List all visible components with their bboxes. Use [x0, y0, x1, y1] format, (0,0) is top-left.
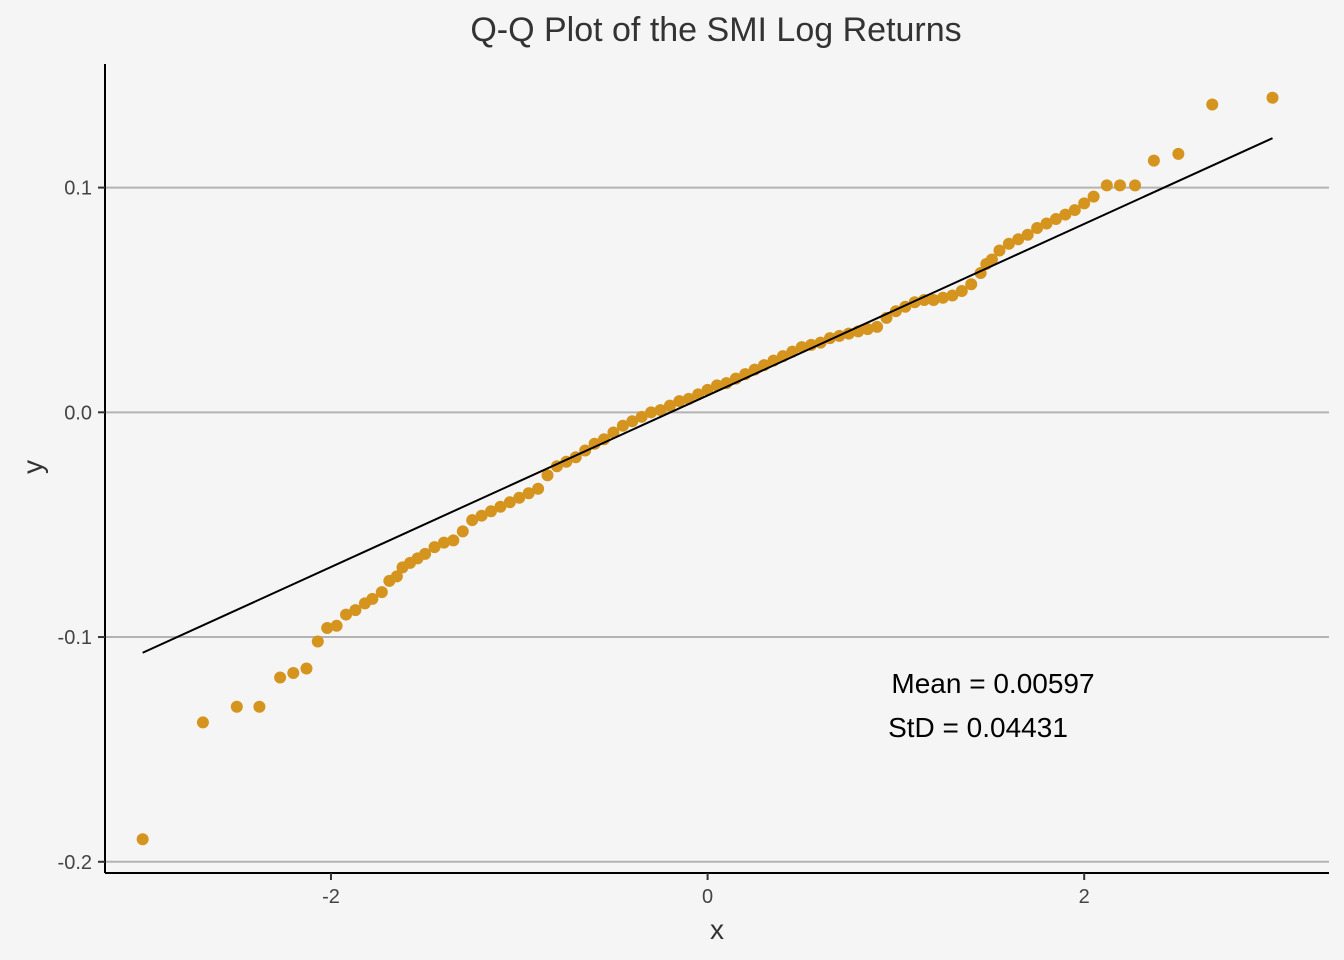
y-tick-label: -0.2 — [58, 852, 92, 874]
data-point — [1049, 213, 1062, 226]
data-point — [654, 404, 667, 417]
data-point — [1206, 98, 1219, 111]
data-point — [349, 604, 362, 617]
data-point — [419, 547, 432, 560]
data-point — [985, 253, 998, 266]
data-point — [1100, 179, 1113, 192]
x-tick-label: 2 — [1079, 886, 1090, 908]
reference-line — [142, 137, 1273, 654]
data-point — [616, 419, 629, 432]
x-axis-ticks: -2 0 2 — [322, 873, 1090, 908]
y-axis-ticks: -0.2 -0.1 0.0 0.1 — [58, 178, 105, 874]
data-point — [645, 406, 658, 419]
data-point — [871, 320, 884, 333]
data-point — [321, 622, 334, 635]
data-point — [1113, 179, 1126, 192]
std-annotation: StD = 0.04431 — [888, 712, 1068, 743]
data-point — [390, 570, 403, 583]
data-point — [927, 293, 940, 306]
data-point — [946, 289, 959, 302]
data-point — [466, 514, 479, 527]
data-point — [494, 500, 507, 513]
data-point — [936, 291, 949, 304]
data-point — [300, 662, 313, 675]
data-point — [513, 491, 526, 504]
data-point — [1172, 147, 1185, 160]
data-point — [1266, 91, 1279, 104]
data-point — [503, 496, 516, 509]
data-point — [588, 437, 601, 450]
data-point — [607, 426, 620, 439]
data-point — [196, 716, 209, 729]
data-point — [230, 700, 243, 713]
data-point — [701, 383, 714, 396]
data-point — [626, 415, 639, 428]
data-point — [1129, 179, 1142, 192]
data-point — [1002, 237, 1015, 250]
chart-title: Q-Q Plot of the SMI Log Returns — [470, 11, 961, 49]
data-point — [287, 666, 300, 679]
data-point — [1087, 190, 1100, 203]
data-point — [1147, 154, 1160, 167]
data-point — [437, 536, 450, 549]
data-point — [918, 293, 931, 306]
data-point — [711, 379, 723, 392]
data-point — [1012, 233, 1025, 246]
data-point — [375, 586, 388, 599]
data-point — [1078, 197, 1091, 210]
data-point — [456, 525, 469, 538]
data-point — [541, 469, 554, 482]
data-point — [274, 671, 287, 684]
data-point — [532, 482, 545, 495]
data-point — [955, 284, 968, 297]
data-point — [673, 395, 686, 408]
data-point — [965, 278, 978, 291]
y-tick-label: 0.1 — [64, 178, 92, 200]
data-point — [330, 619, 343, 632]
data-point — [993, 244, 1006, 257]
y-tick-label: -0.1 — [58, 627, 92, 649]
data-point — [340, 608, 353, 621]
data-point — [1059, 208, 1072, 221]
data-point — [311, 635, 324, 648]
data-point — [366, 592, 379, 605]
y-tick-label: 0.0 — [64, 402, 92, 424]
x-axis-title: x — [710, 914, 724, 945]
data-point — [1021, 228, 1034, 241]
data-point — [1068, 204, 1081, 217]
x-tick-label: 0 — [702, 886, 713, 908]
data-point — [475, 509, 488, 522]
data-point — [663, 399, 676, 412]
data-point — [428, 541, 441, 554]
data-point — [1031, 222, 1044, 235]
data-point — [635, 410, 648, 423]
data-point — [253, 700, 266, 713]
x-tick-label: -2 — [322, 886, 340, 908]
data-points — [136, 91, 1279, 846]
y-axis-title: y — [17, 460, 48, 474]
data-point — [136, 833, 149, 846]
mean-annotation: Mean = 0.00597 — [891, 668, 1094, 699]
data-point — [485, 505, 498, 518]
data-point — [447, 534, 460, 547]
data-point — [522, 487, 535, 500]
data-point — [1040, 217, 1053, 230]
data-point — [861, 323, 874, 336]
